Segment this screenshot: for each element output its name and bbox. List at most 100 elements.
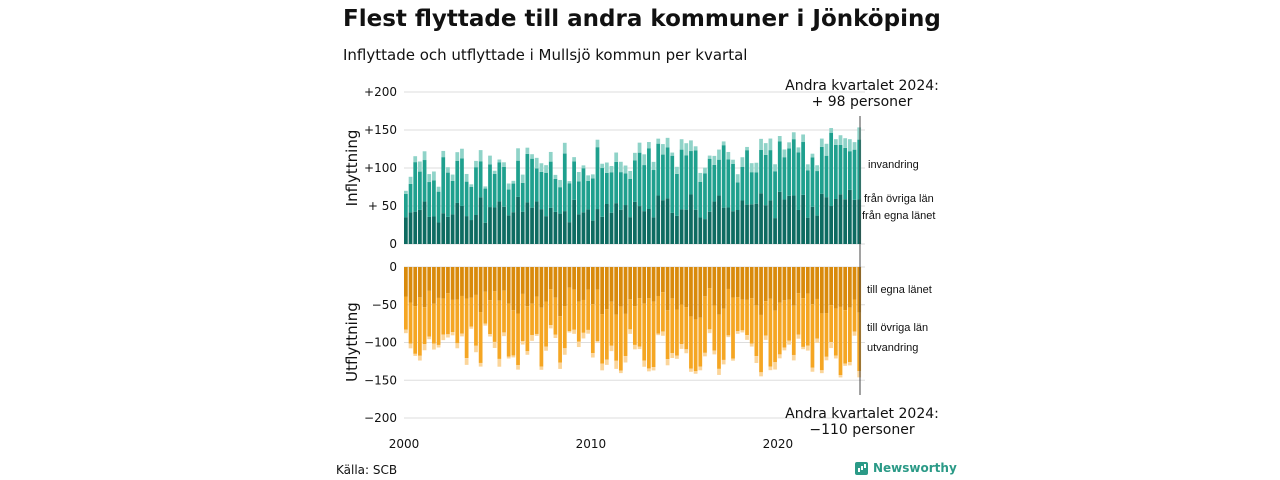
bar-utflyttning-utvandring bbox=[474, 345, 478, 353]
bar-inflyttning-från-egna-länet bbox=[740, 200, 745, 244]
bar-inflyttning-från-egna-länet bbox=[544, 216, 548, 244]
bar-utflyttning-till-övriga-län bbox=[614, 314, 619, 361]
bar-inflyttning-från-övriga-län bbox=[647, 148, 651, 210]
bar-utflyttning-till-egna-länet bbox=[408, 267, 413, 303]
bar-inflyttning-från-övriga-län bbox=[707, 158, 712, 212]
bar-inflyttning-från-egna-länet bbox=[525, 202, 530, 244]
bar-utflyttning-till-övriga-län bbox=[791, 305, 796, 355]
bar-inflyttning-invandring bbox=[623, 165, 628, 174]
bar-utflyttning-till-egna-länet bbox=[567, 267, 572, 288]
bar-inflyttning-från-övriga-län bbox=[604, 172, 609, 205]
bar-inflyttning-invandring bbox=[838, 135, 843, 145]
bar-inflyttning-från-övriga-län bbox=[731, 163, 735, 212]
bar-inflyttning-invandring bbox=[721, 141, 726, 146]
bar-inflyttning-invandring bbox=[707, 155, 712, 159]
bar-utflyttning-till-egna-länet bbox=[600, 267, 605, 315]
bar-inflyttning-invandring bbox=[511, 180, 516, 184]
bar-utflyttning-till-övriga-län bbox=[670, 298, 675, 354]
bar-inflyttning-från-egna-länet bbox=[614, 203, 619, 244]
bar-inflyttning-från-övriga-län bbox=[534, 168, 539, 202]
bar-inflyttning-från-övriga-län bbox=[661, 154, 665, 201]
bar-utflyttning-utvandring bbox=[852, 331, 857, 336]
bar-inflyttning-från-övriga-län bbox=[408, 183, 413, 213]
bar-inflyttning-från-övriga-län bbox=[712, 164, 717, 202]
bar-utflyttning-utvandring bbox=[740, 330, 745, 333]
bar-utflyttning-till-egna-länet bbox=[404, 267, 408, 297]
bar-inflyttning-från-egna-länet bbox=[418, 209, 422, 244]
annotation-bottom-line2: −110 personer bbox=[809, 422, 915, 438]
bar-utflyttning-till-egna-länet bbox=[520, 267, 525, 294]
bar-utflyttning-till-övriga-län bbox=[460, 295, 464, 334]
bar-utflyttning-till-egna-länet bbox=[576, 267, 581, 302]
bar-inflyttning-invandring bbox=[847, 139, 852, 152]
bar-utflyttning-till-egna-länet bbox=[647, 267, 651, 299]
bar-utflyttning-till-egna-länet bbox=[661, 267, 665, 293]
bar-inflyttning-invandring bbox=[801, 134, 805, 143]
bar-inflyttning-från-egna-länet bbox=[581, 212, 586, 244]
bar-inflyttning-från-egna-länet bbox=[502, 206, 506, 244]
bar-inflyttning-invandring bbox=[819, 138, 824, 147]
bar-inflyttning-invandring bbox=[516, 148, 520, 161]
bar-utflyttning-utvandring bbox=[595, 341, 600, 343]
bar-inflyttning-från-övriga-län bbox=[833, 144, 838, 199]
bar-inflyttning-från-övriga-län bbox=[618, 172, 623, 210]
bar-inflyttning-från-egna-länet bbox=[404, 217, 408, 244]
bar-inflyttning-invandring bbox=[576, 172, 581, 182]
bar-inflyttning-invandring bbox=[604, 162, 609, 173]
bars-inflyttning bbox=[404, 127, 862, 244]
bar-inflyttning-från-övriga-län bbox=[754, 172, 759, 204]
bar-utflyttning-till-egna-länet bbox=[824, 267, 829, 314]
bar-utflyttning-till-övriga-län bbox=[656, 295, 661, 334]
bar-inflyttning-från-egna-länet bbox=[693, 209, 698, 244]
bar-utflyttning-utvandring bbox=[801, 346, 805, 350]
bar-utflyttning-till-egna-länet bbox=[768, 267, 773, 299]
bar-inflyttning-invandring bbox=[768, 138, 773, 151]
bar-inflyttning-från-övriga-län bbox=[777, 141, 782, 192]
bar-utflyttning-till-övriga-län bbox=[525, 306, 530, 352]
bar-inflyttning-från-övriga-län bbox=[815, 171, 820, 216]
bar-utflyttning-till-övriga-län bbox=[712, 305, 717, 351]
bar-inflyttning-från-övriga-län bbox=[562, 153, 567, 212]
bar-utflyttning-till-egna-länet bbox=[432, 267, 436, 304]
bar-utflyttning-till-egna-länet bbox=[530, 267, 534, 304]
bar-utflyttning-till-egna-länet bbox=[534, 267, 539, 297]
bar-utflyttning-till-övriga-län bbox=[520, 293, 525, 342]
bar-utflyttning-utvandring bbox=[534, 333, 539, 336]
bar-utflyttning-till-övriga-län bbox=[819, 313, 824, 371]
y-tick-label: −100 bbox=[364, 336, 397, 350]
bar-inflyttning-från-övriga-län bbox=[572, 161, 576, 200]
bar-utflyttning-utvandring bbox=[609, 345, 614, 352]
bar-utflyttning-till-egna-länet bbox=[801, 267, 805, 299]
bar-utflyttning-till-övriga-län bbox=[777, 302, 782, 355]
bar-utflyttning-till-övriga-län bbox=[661, 292, 665, 332]
bar-inflyttning-från-egna-länet bbox=[796, 209, 801, 244]
bar-utflyttning-till-övriga-län bbox=[679, 304, 684, 344]
bar-utflyttning-till-egna-länet bbox=[492, 267, 497, 292]
bar-inflyttning-från-egna-länet bbox=[833, 198, 838, 244]
bar-inflyttning-invandring bbox=[609, 166, 614, 173]
bar-utflyttning-till-egna-länet bbox=[651, 267, 656, 302]
bar-utflyttning-till-övriga-län bbox=[506, 303, 511, 357]
bar-inflyttning-invandring bbox=[520, 174, 525, 183]
bar-utflyttning-utvandring bbox=[754, 356, 759, 364]
bar-inflyttning-från-övriga-län bbox=[670, 155, 675, 213]
bar-utflyttning-till-övriga-län bbox=[745, 299, 749, 336]
bar-utflyttning-till-övriga-län bbox=[815, 298, 820, 339]
bar-inflyttning-invandring bbox=[843, 138, 848, 148]
bar-utflyttning-utvandring bbox=[581, 332, 586, 339]
bar-utflyttning-utvandring bbox=[413, 353, 418, 356]
bar-utflyttning-till-övriga-län bbox=[647, 298, 651, 369]
bar-utflyttning-till-övriga-län bbox=[642, 303, 647, 361]
bar-inflyttning-invandring bbox=[824, 143, 829, 156]
bar-inflyttning-från-övriga-län bbox=[857, 139, 862, 200]
bar-utflyttning-till-övriga-län bbox=[754, 305, 759, 357]
bar-inflyttning-från-övriga-län bbox=[553, 178, 558, 212]
bar-inflyttning-från-övriga-län bbox=[469, 187, 474, 221]
bar-inflyttning-från-övriga-län bbox=[796, 152, 801, 210]
bar-inflyttning-invandring bbox=[726, 151, 731, 160]
bar-utflyttning-utvandring bbox=[838, 375, 843, 378]
bar-inflyttning-invandring bbox=[805, 164, 810, 171]
bar-utflyttning-utvandring bbox=[703, 352, 707, 357]
bar-utflyttning-till-egna-länet bbox=[726, 267, 731, 289]
bar-inflyttning-invandring bbox=[553, 174, 558, 179]
